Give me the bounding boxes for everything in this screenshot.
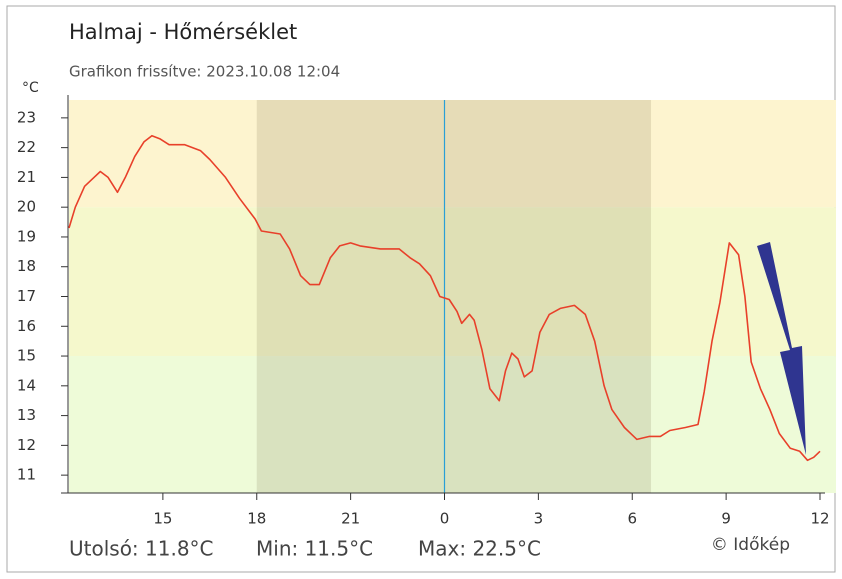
x-tick-label: 21 [341,510,360,528]
x-tick-label: 9 [721,510,731,528]
x-tick-label: 12 [810,510,829,528]
y-unit: °C [22,80,39,96]
x-tick-label: 3 [534,510,544,528]
x-tick-label: 6 [627,510,637,528]
y-tick-label: 23 [17,108,36,126]
stat-min: Min: 11.5°C [256,537,373,561]
credit: © Időkép [711,535,790,555]
chart-subtitle: Grafikon frissítve: 2023.10.08 12:04 [69,63,340,81]
y-tick-label: 20 [17,198,36,216]
y-tick-label: 21 [17,168,36,186]
zone [69,100,836,208]
y-tick-label: 19 [17,227,36,245]
y-tick-label: 18 [17,257,36,275]
y-tick-label: 12 [17,436,36,454]
y-tick-label: 16 [17,317,36,335]
night-shading [256,100,652,493]
temperature-line [68,134,821,462]
axes: 11 12 13 14 15 16 17 18 19 20 21 22 23 15 18 21 0 3 6 9 12 [17,95,830,528]
plot [68,134,821,462]
x-tick-label: 18 [247,510,266,528]
zone [69,207,836,357]
y-tick-label: 11 [17,466,36,484]
y-tick-label: 14 [17,376,36,394]
chart-title: Halmaj - Hőmérséklet [69,20,297,44]
x-tick-label: 0 [440,510,450,528]
stat-max: Max: 22.5°C [418,537,541,561]
arrow [757,242,806,455]
zone [69,356,836,493]
y-tick-label: 17 [17,287,36,305]
y-tick-label: 15 [17,347,36,365]
stat-last: Utolsó: 11.8°C [69,537,214,561]
y-tick-label: 13 [17,406,36,424]
plot-background [69,100,836,493]
y-tick-label: 22 [17,138,36,156]
x-tick-label: 15 [153,510,172,528]
